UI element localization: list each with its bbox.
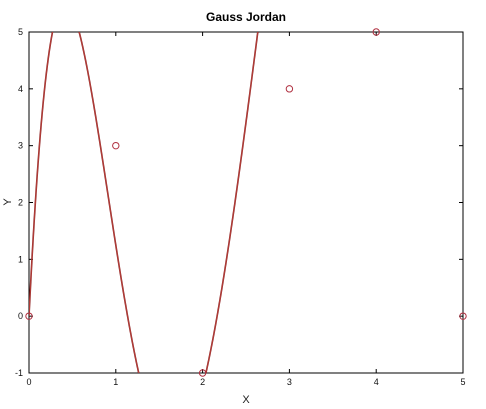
data-point bbox=[372, 28, 380, 36]
polynomial-curve-overlay bbox=[29, 32, 259, 373]
x-axis-label: X bbox=[242, 394, 250, 406]
data-point bbox=[25, 312, 33, 320]
chart-title: Gauss Jordan bbox=[206, 10, 286, 24]
plot-area bbox=[28, 31, 464, 374]
y-tick-label: 3 bbox=[18, 141, 23, 151]
x-tick-label: 2 bbox=[200, 377, 205, 387]
x-tick-label: 5 bbox=[460, 377, 465, 387]
data-point bbox=[459, 312, 467, 320]
y-tick-label: 4 bbox=[18, 84, 23, 94]
data-points bbox=[25, 28, 467, 377]
data-point bbox=[112, 141, 120, 150]
y-tick-label: 5 bbox=[18, 27, 23, 37]
data-point bbox=[198, 369, 207, 377]
x-tick-label: 3 bbox=[287, 377, 292, 387]
y-tick-label: 1 bbox=[18, 254, 23, 264]
y-tick-label: 0 bbox=[18, 311, 23, 321]
y-tick-label: 2 bbox=[18, 198, 23, 208]
y-tick-label: -1 bbox=[15, 368, 23, 378]
x-tick-label: 1 bbox=[113, 377, 118, 387]
x-tick-label: 0 bbox=[26, 377, 31, 387]
x-tick-label: 4 bbox=[374, 377, 379, 387]
y-axis-label: Y bbox=[2, 198, 14, 206]
curves bbox=[29, 32, 259, 373]
data-point bbox=[285, 85, 294, 93]
